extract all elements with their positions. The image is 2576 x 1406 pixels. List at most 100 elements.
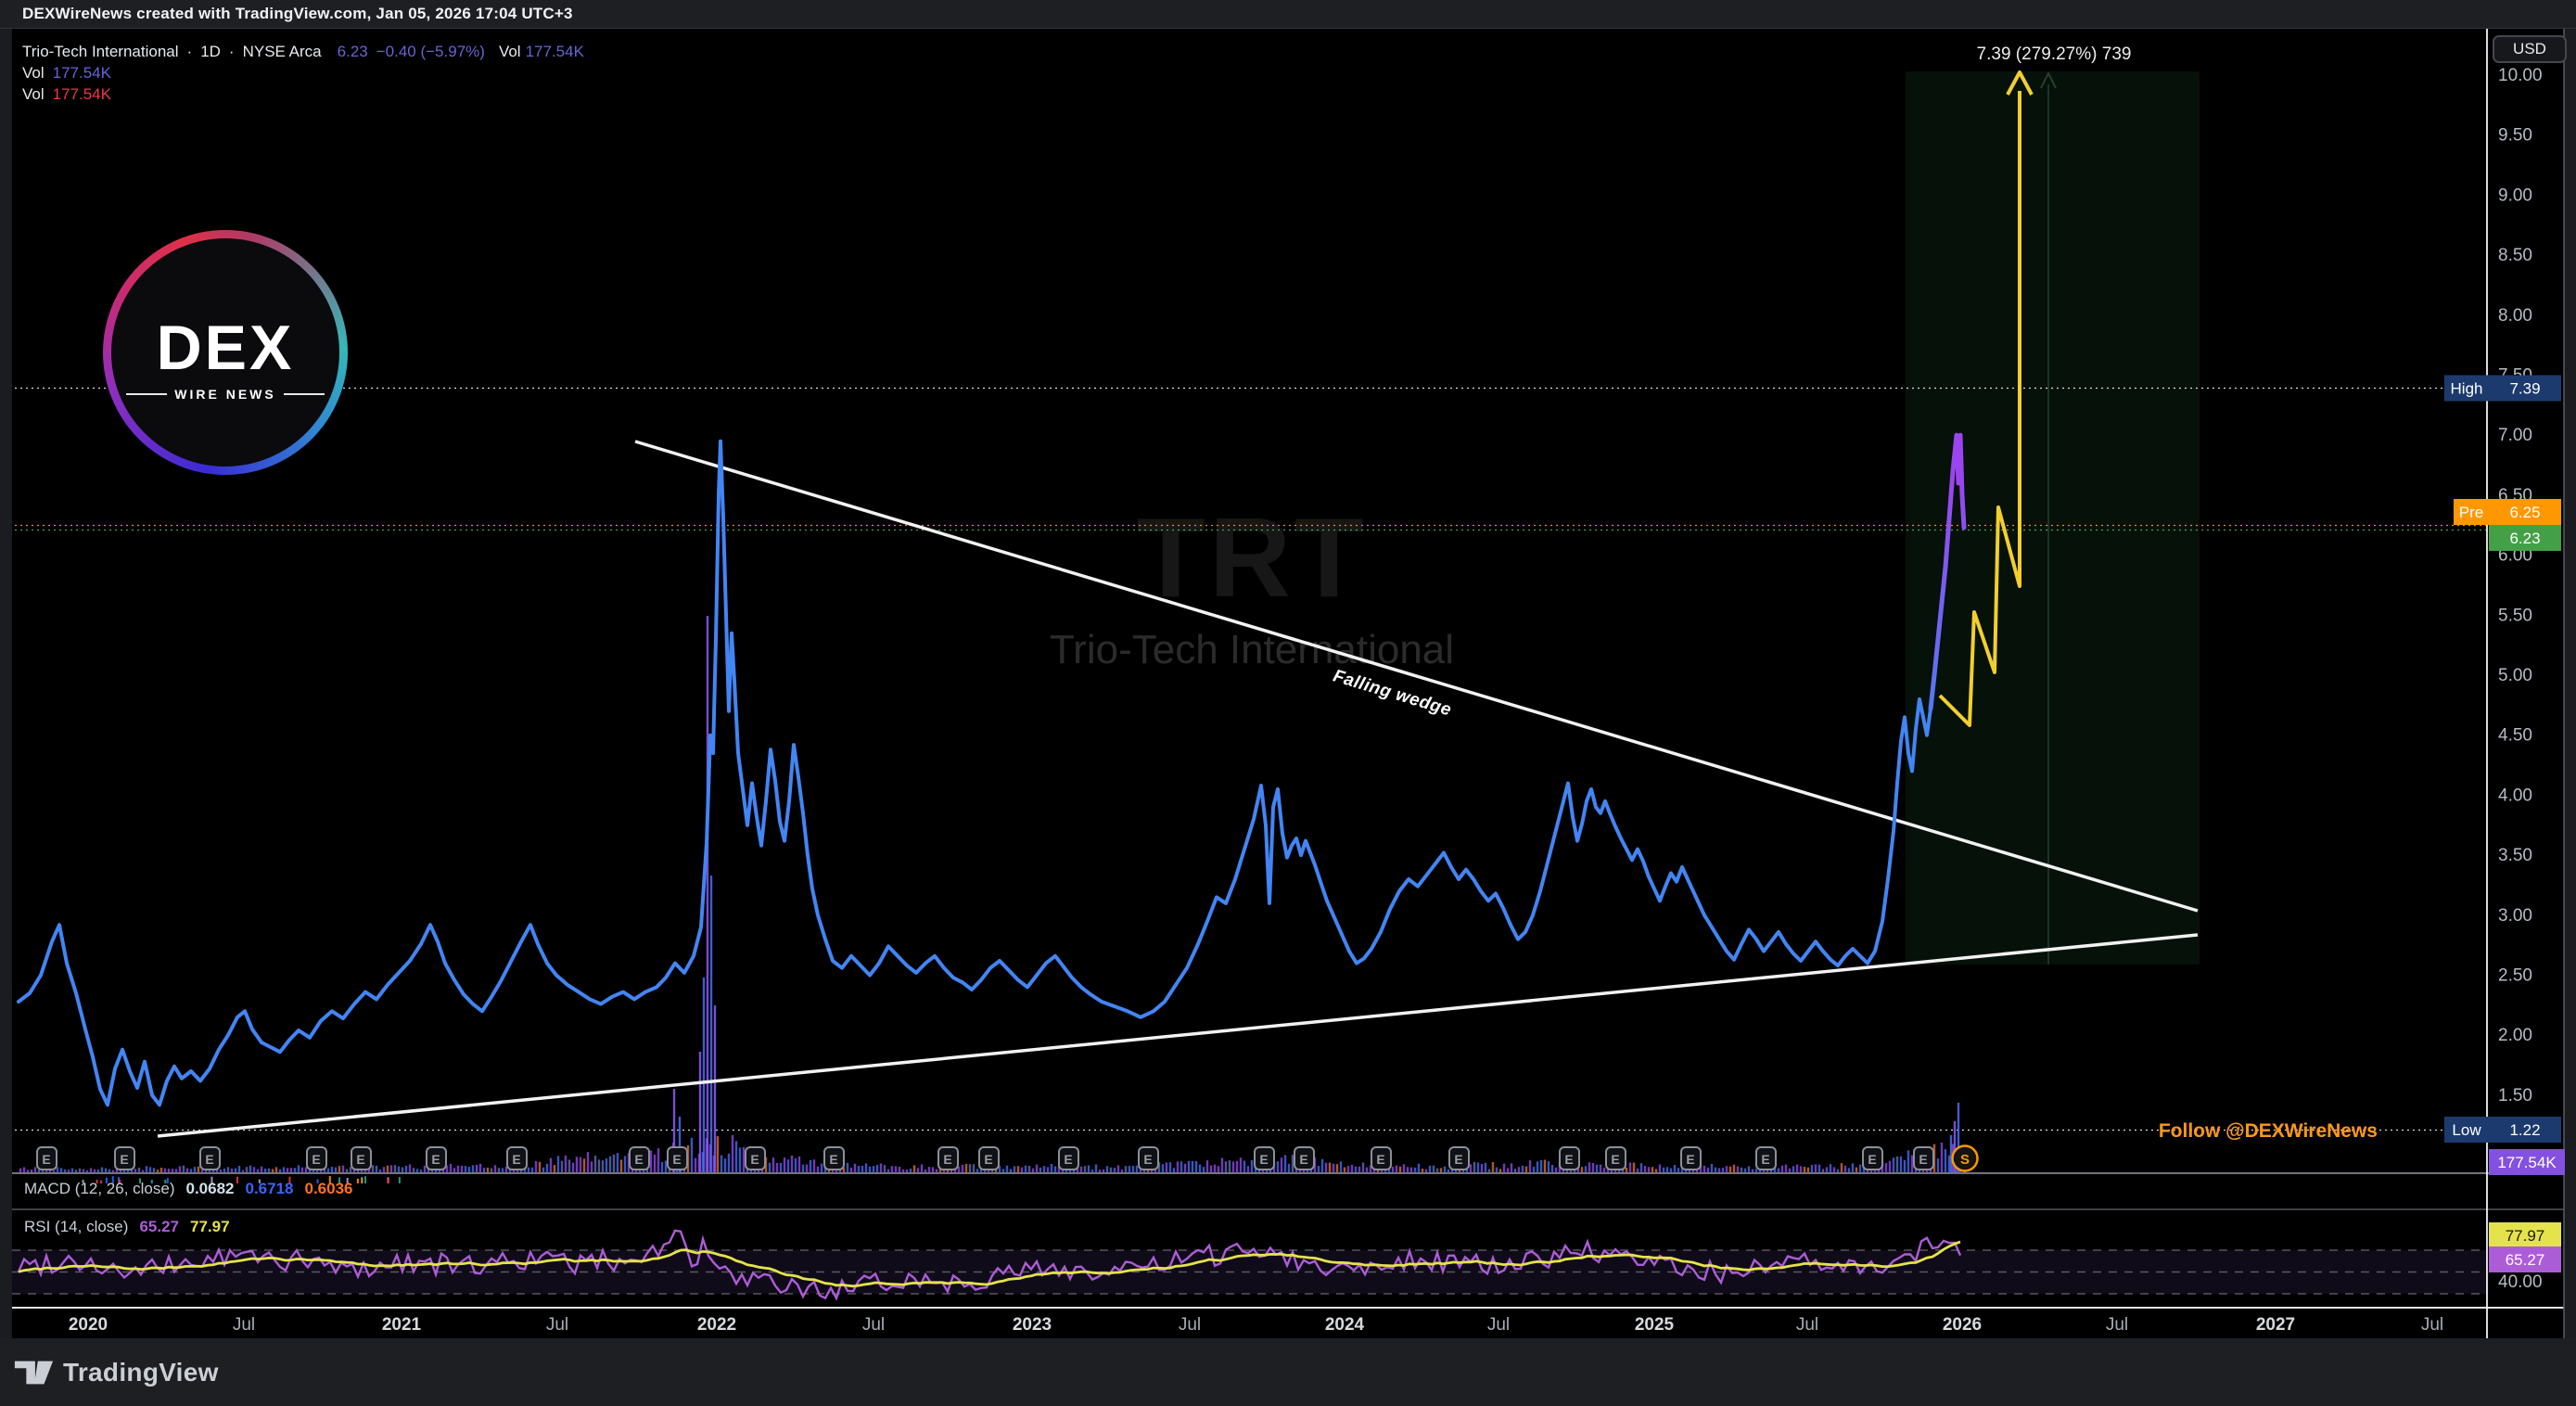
earnings-marker[interactable]: E bbox=[1294, 1146, 1315, 1170]
wedge-upper-trendline[interactable] bbox=[634, 440, 2199, 913]
earnings-marker[interactable]: E bbox=[745, 1146, 766, 1170]
earnings-marker[interactable]: E bbox=[1680, 1146, 1702, 1170]
earnings-marker[interactable]: E bbox=[667, 1146, 688, 1170]
projection-zigzag[interactable] bbox=[1938, 91, 2021, 727]
vol-value: 177.54K bbox=[52, 64, 111, 82]
svg-text:Jul: Jul bbox=[1796, 1315, 1818, 1335]
svg-text:E: E bbox=[1454, 1152, 1462, 1167]
rsi-legend-row: RSI (14, close) 65.27 77.97 bbox=[24, 1218, 230, 1236]
svg-text:6.23: 6.23 bbox=[2509, 530, 2540, 547]
earnings-marker[interactable]: E bbox=[1058, 1146, 1079, 1170]
svg-text:4.50: 4.50 bbox=[2498, 726, 2532, 746]
tradingview-mark-icon bbox=[14, 1361, 54, 1384]
last-price: 6.23 bbox=[337, 43, 368, 60]
indicator-value: MACD (12, 26, close) bbox=[24, 1180, 175, 1197]
svg-text:65.27: 65.27 bbox=[2506, 1251, 2545, 1269]
earnings-marker[interactable]: E bbox=[1913, 1146, 1934, 1170]
earnings-marker[interactable]: E bbox=[1138, 1146, 1159, 1170]
earnings-marker[interactable]: E bbox=[351, 1146, 372, 1170]
svg-text:9.00: 9.00 bbox=[2498, 185, 2532, 205]
svg-text:E: E bbox=[1376, 1152, 1384, 1167]
svg-text:S: S bbox=[1960, 1152, 1970, 1168]
price-line-series[interactable] bbox=[17, 439, 1932, 1107]
earnings-marker[interactable]: E bbox=[1605, 1146, 1626, 1170]
svg-text:2.00: 2.00 bbox=[2498, 1026, 2532, 1045]
svg-text:2.50: 2.50 bbox=[2498, 966, 2532, 986]
exchange: NYSE Arca bbox=[242, 43, 322, 60]
indicator-value: 0.6036 bbox=[304, 1180, 353, 1197]
svg-text:E: E bbox=[750, 1152, 759, 1167]
svg-text:E: E bbox=[1259, 1152, 1268, 1167]
svg-text:E: E bbox=[984, 1152, 992, 1167]
separator: · bbox=[228, 43, 235, 60]
svg-text:177.54K: 177.54K bbox=[2497, 1154, 2557, 1171]
time-axis[interactable]: 2020 Jul 2021 Jul 2022 Jul 2023 Jul 2024 Jul 2025 J… bbox=[69, 1315, 2443, 1335]
earnings-marker[interactable]: E bbox=[1755, 1146, 1777, 1170]
price-change: −0.40 (−5.97%) bbox=[376, 43, 485, 60]
svg-text:Jul: Jul bbox=[546, 1315, 568, 1335]
svg-text:E: E bbox=[1919, 1152, 1927, 1167]
svg-text:7.00: 7.00 bbox=[2498, 426, 2532, 445]
earnings-marker[interactable]: E bbox=[506, 1146, 528, 1170]
earnings-marker[interactable]: E bbox=[629, 1146, 650, 1170]
indicator-value: 0.6718 bbox=[245, 1180, 294, 1197]
earnings-marker[interactable]: E bbox=[1862, 1146, 1883, 1170]
svg-text:2020: 2020 bbox=[69, 1315, 108, 1335]
dex-logo-inner: DEX WIRE NEWS bbox=[111, 238, 339, 467]
svg-text:E: E bbox=[1686, 1152, 1694, 1167]
svg-text:1.50: 1.50 bbox=[2498, 1086, 2532, 1106]
price-axis[interactable]: 10.009.509.008.508.007.507.006.506.005.5… bbox=[2498, 66, 2543, 1292]
earnings-marker[interactable]: E bbox=[36, 1146, 57, 1170]
currency-unit-button[interactable]: USD bbox=[2493, 35, 2567, 63]
earnings-marker[interactable]: E bbox=[823, 1146, 845, 1170]
svg-text:10.00: 10.00 bbox=[2498, 66, 2543, 85]
vol-value: 177.54K bbox=[52, 85, 111, 103]
dex-wire-news-logo: DEX WIRE NEWS bbox=[103, 230, 348, 475]
right-edge-strip bbox=[2564, 28, 2576, 1338]
header-title: DEXWireNews created with TradingView.com… bbox=[22, 5, 573, 22]
svg-text:E: E bbox=[42, 1152, 50, 1167]
symbol-name: Trio-Tech International bbox=[22, 43, 179, 60]
earnings-marker[interactable]: E bbox=[1254, 1146, 1275, 1170]
svg-text:E: E bbox=[312, 1152, 320, 1167]
projection-arrow-icon bbox=[2040, 70, 2057, 89]
wedge-lower-trendline[interactable] bbox=[157, 933, 2199, 1138]
footer-bar: TradingView bbox=[0, 1338, 2576, 1406]
svg-text:E: E bbox=[1564, 1152, 1573, 1167]
earnings-marker[interactable]: E bbox=[1448, 1146, 1470, 1170]
earnings-marker[interactable]: E bbox=[199, 1146, 221, 1170]
left-edge-strip bbox=[0, 28, 12, 1338]
svg-text:8.00: 8.00 bbox=[2498, 306, 2532, 326]
earnings-marker[interactable]: E bbox=[114, 1146, 135, 1170]
svg-text:E: E bbox=[431, 1152, 440, 1167]
svg-text:Jul: Jul bbox=[233, 1315, 255, 1335]
svg-text:6.25: 6.25 bbox=[2509, 504, 2540, 521]
indicator-value: 77.97 bbox=[189, 1218, 230, 1235]
rsi-ma-line bbox=[18, 1240, 1961, 1288]
earnings-marker[interactable]: E bbox=[426, 1146, 447, 1170]
svg-text:3.00: 3.00 bbox=[2498, 906, 2532, 926]
svg-text:E: E bbox=[356, 1152, 364, 1167]
logo-rule-right bbox=[283, 393, 325, 395]
earnings-marker[interactable]: E bbox=[306, 1146, 327, 1170]
earnings-marker[interactable]: E bbox=[937, 1146, 959, 1170]
split-marker[interactable]: S bbox=[1951, 1144, 1979, 1172]
indicator-value: 65.27 bbox=[139, 1218, 179, 1235]
svg-text:E: E bbox=[943, 1152, 951, 1167]
indicator-value: 0.0682 bbox=[185, 1180, 235, 1197]
earnings-marker[interactable]: E bbox=[1559, 1146, 1580, 1170]
svg-text:2021: 2021 bbox=[382, 1315, 422, 1335]
earnings-marker[interactable]: E bbox=[978, 1146, 1000, 1170]
svg-text:E: E bbox=[1868, 1152, 1876, 1167]
svg-text:E: E bbox=[1143, 1152, 1152, 1167]
tradingview-logo[interactable]: TradingView bbox=[13, 1358, 219, 1387]
svg-text:2025: 2025 bbox=[1635, 1315, 1675, 1335]
svg-text:E: E bbox=[205, 1152, 213, 1167]
earnings-marker[interactable]: E bbox=[1371, 1146, 1392, 1170]
svg-text:Jul: Jul bbox=[862, 1315, 885, 1335]
vol-label: Vol bbox=[498, 43, 521, 60]
symbol-legend: Trio-Tech International · 1D · NYSE Arca… bbox=[22, 41, 584, 105]
